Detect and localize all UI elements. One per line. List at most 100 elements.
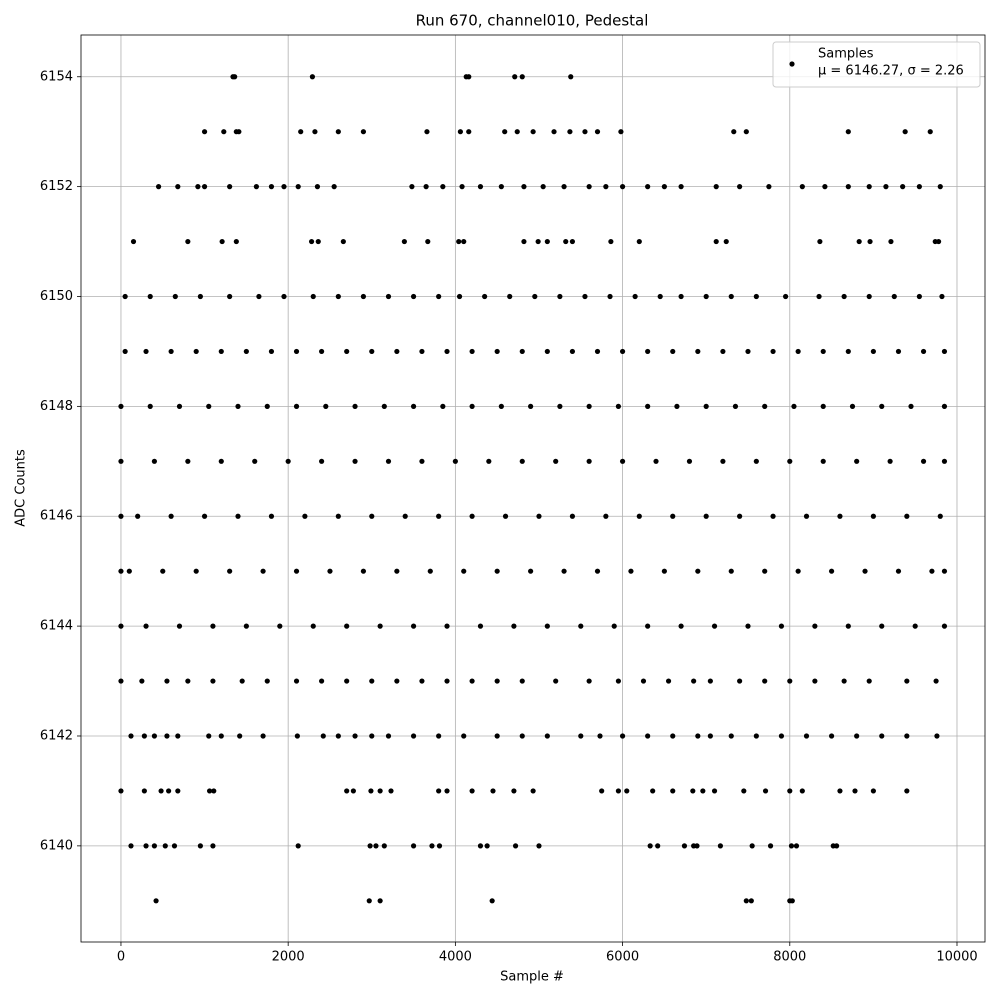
- data-point: [118, 568, 124, 574]
- data-point: [645, 184, 651, 190]
- data-point: [344, 623, 350, 629]
- data-point: [670, 788, 676, 794]
- data-point: [586, 458, 592, 464]
- data-point: [201, 129, 208, 135]
- data-point: [494, 568, 500, 574]
- data-point: [502, 129, 508, 135]
- data-point: [879, 403, 885, 409]
- data-point: [653, 458, 659, 464]
- data-point: [118, 513, 124, 519]
- y-tick-label: 6144: [40, 619, 73, 634]
- data-point: [895, 348, 902, 355]
- data-point: [703, 293, 709, 300]
- data-point: [218, 348, 224, 355]
- x-tick-label: 6000: [606, 950, 639, 965]
- data-point: [385, 458, 392, 464]
- data-point: [561, 184, 567, 190]
- data-point: [436, 293, 442, 300]
- data-point: [686, 458, 693, 464]
- data-point: [941, 403, 948, 409]
- data-point: [521, 238, 527, 245]
- data-point: [920, 348, 927, 355]
- data-point: [175, 184, 181, 190]
- data-point: [118, 788, 124, 794]
- data-point: [268, 184, 275, 190]
- data-point: [172, 293, 178, 300]
- data-point: [477, 843, 484, 849]
- data-point: [678, 184, 684, 190]
- data-point: [594, 129, 601, 135]
- x-tick-label: 2000: [272, 950, 305, 965]
- data-point: [128, 733, 134, 739]
- data-point: [728, 293, 734, 300]
- data-point: [582, 129, 588, 135]
- data-point: [340, 238, 346, 245]
- data-point: [619, 348, 626, 355]
- data-point: [743, 129, 749, 135]
- data-point: [519, 348, 525, 355]
- data-point: [197, 843, 203, 849]
- data-point: [544, 238, 550, 245]
- data-point: [788, 843, 795, 849]
- data-point: [268, 513, 275, 519]
- data-point: [122, 293, 128, 300]
- data-point: [670, 733, 676, 739]
- data-point: [158, 788, 164, 794]
- data-point: [293, 348, 300, 355]
- data-point: [260, 568, 266, 574]
- data-point: [440, 403, 446, 409]
- data-point: [713, 184, 719, 190]
- data-point: [176, 403, 183, 409]
- data-point: [484, 843, 490, 849]
- data-point: [920, 458, 927, 464]
- data-point: [118, 403, 124, 409]
- data-point: [694, 843, 700, 849]
- x-tick-label: 4000: [439, 950, 472, 965]
- data-point: [870, 348, 876, 355]
- data-point: [770, 348, 776, 355]
- data-point: [720, 458, 726, 464]
- data-point: [193, 348, 199, 355]
- data-point: [695, 348, 701, 355]
- data-point: [670, 348, 676, 355]
- data-point: [381, 843, 387, 849]
- data-point: [870, 513, 876, 519]
- data-point: [319, 458, 325, 464]
- data-point: [175, 788, 181, 794]
- data-point: [717, 843, 723, 849]
- data-point: [569, 513, 576, 519]
- data-point: [141, 788, 147, 794]
- data-point: [360, 293, 367, 300]
- data-point: [916, 184, 922, 190]
- data-point: [281, 184, 287, 190]
- data-point: [934, 733, 940, 739]
- data-point: [237, 733, 243, 739]
- data-point: [193, 568, 199, 574]
- data-point: [578, 733, 584, 739]
- data-point: [312, 129, 318, 135]
- data-point: [544, 623, 550, 629]
- data-point: [444, 623, 450, 629]
- data-point: [243, 348, 249, 355]
- data-point: [845, 184, 851, 190]
- data-point: [352, 403, 358, 409]
- data-point: [783, 293, 789, 300]
- data-point: [264, 678, 270, 684]
- data-point: [640, 678, 647, 684]
- data-point: [218, 458, 224, 464]
- data-point: [490, 788, 496, 794]
- data-point: [410, 403, 417, 409]
- data-point: [770, 513, 776, 519]
- data-point: [410, 733, 417, 739]
- data-point: [822, 184, 828, 190]
- data-point: [532, 293, 538, 300]
- data-point: [553, 678, 559, 684]
- data-point: [743, 898, 749, 904]
- data-point: [206, 788, 213, 794]
- data-point: [762, 678, 768, 684]
- data-point: [385, 293, 392, 300]
- data-point: [295, 843, 301, 849]
- data-point: [394, 568, 400, 574]
- data-point: [737, 184, 743, 190]
- data-point: [143, 623, 149, 629]
